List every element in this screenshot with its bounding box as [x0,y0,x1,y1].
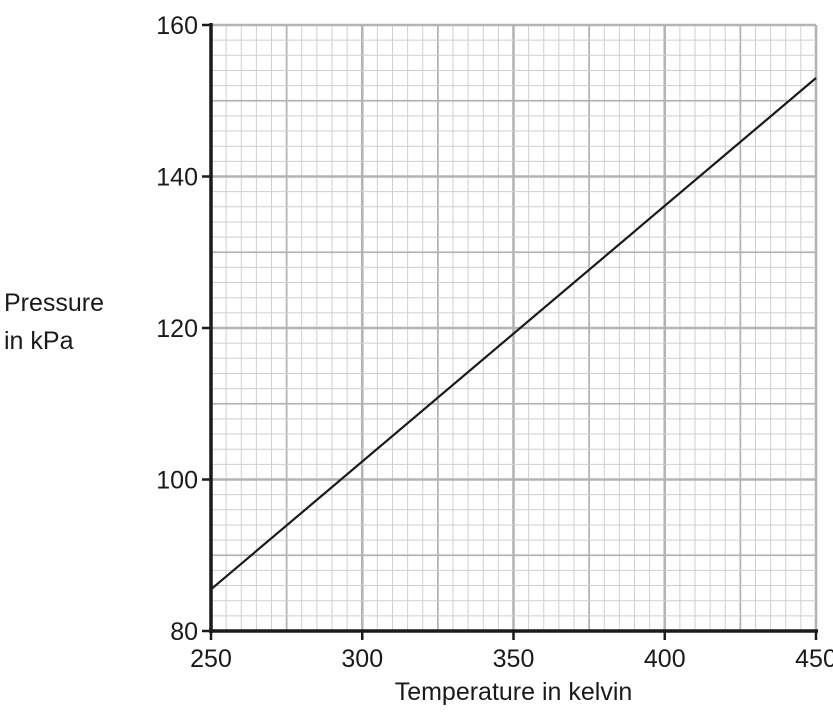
y-tick-label: 160 [156,12,198,40]
y-tick-label: 80 [170,618,198,646]
grid [209,23,818,633]
y-axis-title-line-2: in kPa [4,327,74,355]
y-axis-title-line-1: Pressure [4,289,104,317]
x-tick-label: 450 [795,645,833,673]
y-tick-label: 140 [156,164,198,192]
series-layer [210,77,817,591]
x-axis-title: Temperature in kelvin [395,678,633,706]
x-tick-label: 350 [493,645,535,673]
y-tick-label: 120 [156,315,198,343]
axes [202,23,818,640]
series-line-0 [210,77,817,591]
x-tick-label: 400 [644,645,686,673]
y-tick-label: 100 [156,467,198,495]
x-tick-label: 250 [190,645,232,673]
tick-labels: 80 100 120 140 160 250 300 350 400 450 [156,12,833,673]
x-tick-label: 300 [341,645,383,673]
